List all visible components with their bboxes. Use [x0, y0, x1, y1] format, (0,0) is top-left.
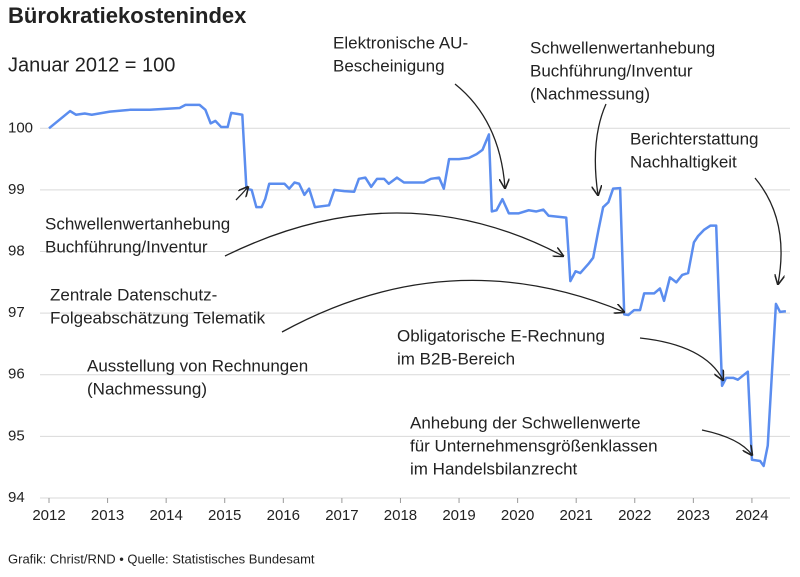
annotation: im Handelsbilanzrecht: [410, 459, 578, 478]
arrow: [595, 103, 607, 195]
x-tick-label: 2021: [560, 507, 593, 524]
annotation: Nachhaltigkeit: [630, 152, 737, 171]
annotation: Berichterstattung: [630, 129, 759, 148]
annotation: für Unternehmensgrößenklassen: [410, 436, 658, 455]
y-tick-label: 100: [8, 119, 33, 136]
y-tick-label: 97: [8, 304, 25, 321]
y-tick-label: 94: [8, 489, 25, 506]
x-tick-label: 2014: [149, 507, 182, 524]
annotation: Obligatorische E-Rechnung: [397, 326, 605, 345]
x-tick-label: 2023: [677, 507, 710, 524]
y-tick-label: 96: [8, 366, 25, 383]
annotation: im B2B-Bereich: [397, 349, 515, 368]
annotation: Buchführung/Inventur: [530, 61, 693, 80]
x-tick-label: 2016: [267, 507, 300, 524]
arrow: [639, 337, 723, 380]
annotation: (Nachmessung): [87, 379, 207, 398]
x-tick-label: 2020: [501, 507, 534, 524]
annotation: Elektronische AU-: [333, 33, 468, 52]
x-tick-label: 2017: [325, 507, 358, 524]
y-tick-label: 95: [8, 427, 25, 444]
arrow: [701, 429, 752, 455]
arrow: [224, 212, 563, 256]
arrow: [754, 177, 781, 284]
x-tick-label: 2015: [208, 507, 241, 524]
annotation: Schwellenwertanhebung: [45, 214, 230, 233]
x-tick-label: 2013: [91, 507, 124, 524]
annotation: Zentrale Datenschutz-: [50, 285, 217, 304]
annotation: Buchführung/Inventur: [45, 237, 208, 256]
line: [48, 103, 787, 468]
arrow: [454, 83, 505, 188]
x-tick-label: 2012: [32, 507, 65, 524]
x-tick-label: 2022: [618, 507, 651, 524]
annotation: Ausstellung von Rechnungen: [87, 356, 308, 375]
x-tick-label: 2018: [384, 507, 417, 524]
source: Grafik: Christ/RND • Quelle: Statistisch…: [8, 551, 315, 566]
annotation: Anhebung der Schwellenwerte: [410, 413, 641, 432]
annotation: Bescheinigung: [333, 56, 445, 75]
x-tick-label: 2019: [442, 507, 475, 524]
x-tick-label: 2024: [735, 507, 768, 524]
arrow: [235, 187, 248, 201]
chart-title: Bürokratiekostenindex: [8, 3, 247, 28]
annotation: (Nachmessung): [530, 84, 650, 103]
y-tick-label: 98: [8, 242, 25, 259]
annotation: Schwellenwertanhebung: [530, 38, 715, 57]
chart-subtitle: Januar 2012 = 100: [8, 54, 175, 76]
arrow: [281, 279, 624, 333]
annotation: Folgeabschätzung Telematik: [50, 308, 266, 327]
y-tick-label: 99: [8, 181, 25, 198]
annotation-arrows: [224, 83, 781, 455]
